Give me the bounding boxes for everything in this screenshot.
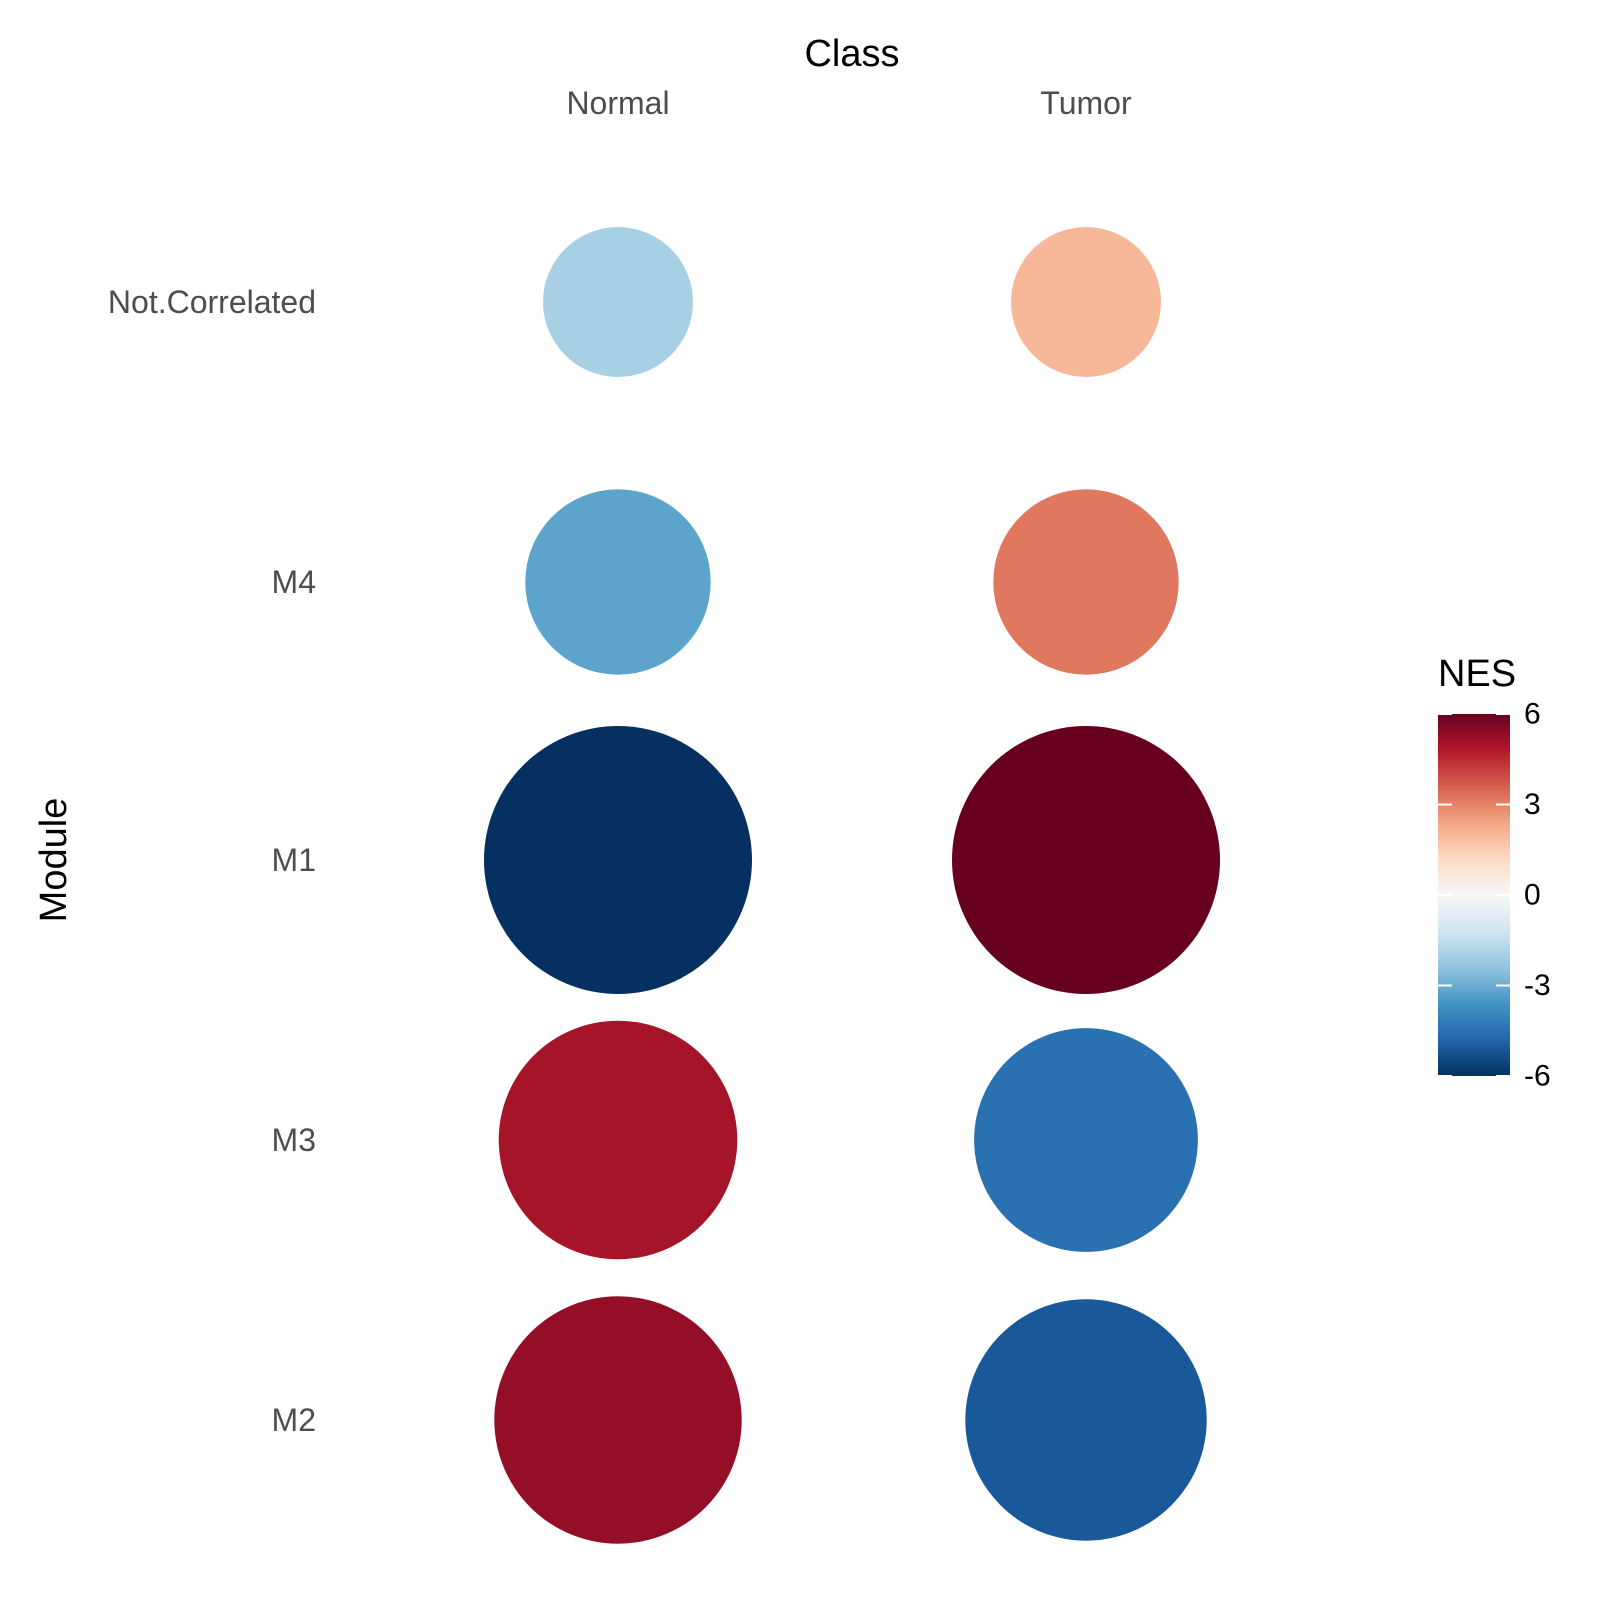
x-axis-title: Class: [804, 33, 899, 75]
legend-tick-label: 3: [1524, 788, 1541, 821]
y-tick-label: M4: [272, 564, 316, 600]
y-tick-label: M3: [272, 1122, 316, 1158]
legend: NES 6 3 0 -3 -6: [1438, 653, 1551, 1093]
point-m2-normal: [494, 1296, 742, 1544]
point-m4-normal: [525, 489, 711, 675]
x-tick-labels: Normal Tumor: [566, 85, 1132, 121]
y-tick-labels: Not.Correlated M4 M1 M3 M2: [108, 284, 316, 1438]
x-tick-label: Normal: [566, 85, 669, 121]
plot-points: [484, 227, 1220, 1544]
legend-ticks: 6 3 0 -3 -6: [1438, 698, 1551, 1093]
y-axis-title: Module: [33, 798, 75, 923]
point-not-correlated-tumor: [1011, 227, 1161, 377]
legend-tick-label: -6: [1524, 1060, 1551, 1093]
point-m1-tumor: [952, 726, 1220, 994]
point-not-correlated-normal: [543, 227, 693, 377]
y-tick-label: Not.Correlated: [108, 284, 316, 320]
y-tick-label: M1: [272, 842, 316, 878]
legend-tick-label: -3: [1524, 969, 1551, 1002]
point-m3-tumor: [974, 1028, 1198, 1252]
point-m3-normal: [498, 1020, 738, 1260]
legend-tick-label: 0: [1524, 879, 1541, 912]
point-m2-tumor: [965, 1299, 1207, 1541]
y-tick-label: M2: [272, 1402, 316, 1438]
x-tick-label: Tumor: [1040, 85, 1132, 121]
point-m1-normal: [484, 726, 752, 994]
point-m4-tumor: [993, 489, 1179, 675]
legend-title: NES: [1438, 653, 1516, 695]
legend-tick-label: 6: [1524, 698, 1541, 731]
